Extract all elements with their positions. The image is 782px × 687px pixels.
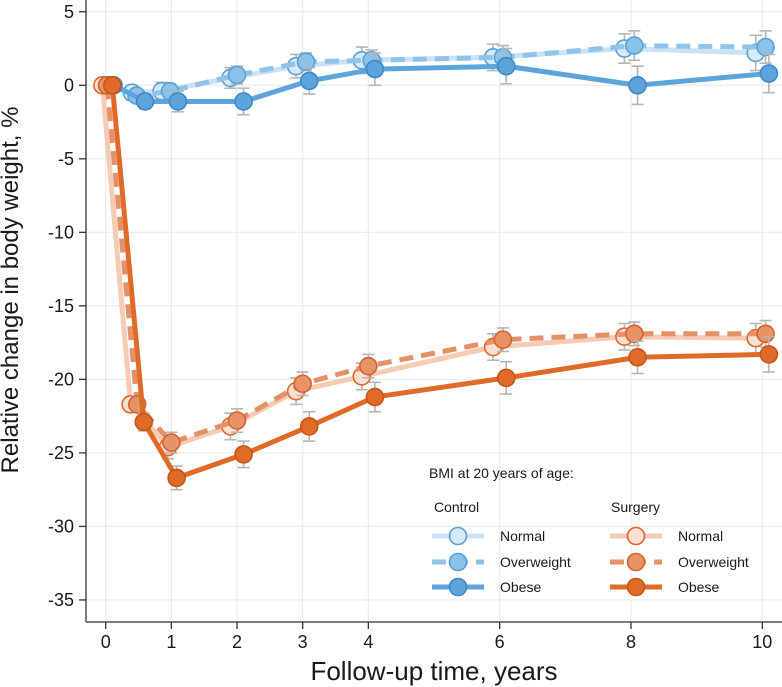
data-point [759, 345, 779, 364]
y-tick-label: -5 [58, 149, 74, 169]
data-point [624, 36, 644, 55]
legend-swatch-marker [626, 526, 646, 546]
legend-swatch-marker [448, 526, 468, 546]
y-tick-label: -30 [48, 516, 74, 536]
grid [86, 0, 782, 622]
legend: BMI at 20 years of age: Control Surgery … [429, 465, 749, 597]
y-tick-label: -25 [48, 443, 74, 463]
legend-title: BMI at 20 years of age: [429, 465, 574, 481]
x-tick-label: 0 [101, 632, 111, 652]
x-tick-label: 4 [363, 632, 373, 652]
x-axis-title: Follow-up time, years [310, 656, 557, 686]
data-point [759, 64, 779, 83]
legend-entry: Obese [432, 577, 541, 597]
data-point [135, 92, 155, 111]
legend-group-control: Control [434, 499, 479, 515]
data-point [493, 330, 513, 349]
data-point [628, 75, 647, 95]
data-point [296, 52, 316, 72]
data-point [234, 445, 253, 464]
y-tick-label: 5 [64, 2, 74, 22]
legend-label: Normal [678, 528, 723, 544]
legend-group-surgery: Surgery [611, 499, 660, 515]
legend-label: Normal [500, 528, 545, 544]
legend-label: Overweight [500, 554, 571, 570]
series-surgery-obese [102, 75, 779, 491]
x-tick-label: 6 [495, 632, 505, 652]
legend-label: Overweight [678, 554, 749, 570]
data-point [168, 92, 188, 111]
tick-labels: 5 0 -5 -10 -15 -20 -25 -30 -35 0 1 2 3 4 6 8 10 [48, 2, 772, 652]
legend-swatch-marker [626, 577, 646, 597]
data-point [162, 433, 181, 452]
legend-entry: Obese [610, 577, 719, 597]
data-point [134, 412, 154, 432]
data-point [234, 92, 253, 111]
y-tick-label: -20 [48, 369, 74, 389]
y-tick-label: -10 [48, 222, 74, 242]
x-tick-label: 1 [166, 632, 176, 652]
legend-entry: Normal [432, 526, 545, 546]
x-tick-label: 8 [626, 632, 636, 652]
data-point [365, 387, 385, 407]
legend-swatch-marker [448, 552, 468, 572]
legend-entry: Overweight [432, 552, 571, 572]
data-point [102, 75, 122, 95]
legend-swatch-marker [626, 552, 646, 572]
data-point [624, 324, 644, 344]
legend-swatch-marker [448, 577, 468, 597]
y-tick-label: 0 [64, 75, 74, 95]
data-point [496, 368, 516, 388]
legend-entries: Normal Overweight Obese Normal Overweight Obe… [432, 526, 749, 597]
data-point [496, 56, 516, 76]
data-point [293, 374, 312, 394]
legend-entry: Normal [610, 526, 723, 546]
data-point [359, 356, 378, 376]
legend-label: Obese [678, 579, 719, 595]
series-layer [93, 30, 779, 491]
data-point [227, 411, 247, 430]
x-tick-label: 3 [298, 632, 308, 652]
data-point [365, 59, 385, 79]
x-tick-label: 2 [232, 632, 242, 652]
data-point [628, 348, 647, 367]
y-tick-label: -35 [48, 590, 74, 610]
data-point [756, 324, 775, 344]
legend-entry: Overweight [610, 552, 749, 572]
data-point [299, 417, 319, 436]
axes [79, 0, 782, 629]
x-tick-label: 10 [752, 632, 772, 652]
legend-label: Obese [500, 579, 541, 595]
data-point [756, 37, 775, 57]
y-axis-title: Relative change in body weight, % [0, 107, 24, 474]
y-tick-label: -15 [48, 296, 74, 316]
data-point [227, 65, 247, 85]
data-point [299, 71, 319, 91]
data-point [167, 468, 186, 488]
